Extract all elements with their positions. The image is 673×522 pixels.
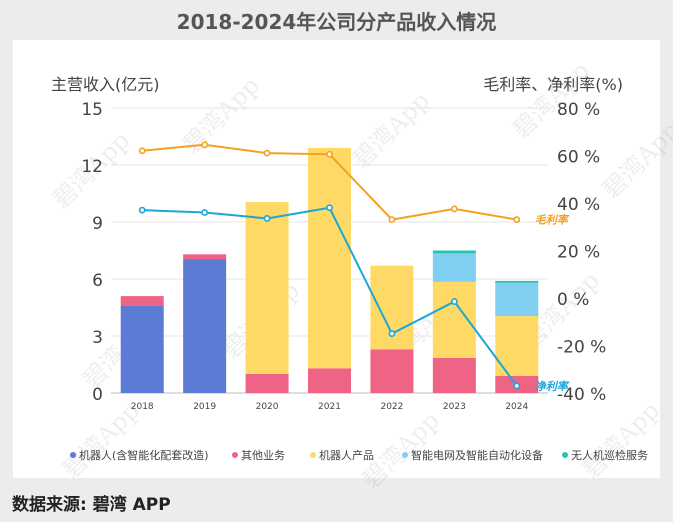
legend-marker-其他业务: [232, 452, 238, 458]
x-tick-label: 2021: [318, 402, 341, 412]
y2-tick-label: 80 %: [557, 100, 600, 120]
bar-2018-机器人(含智能化配套改造): [120, 305, 164, 393]
y2-tick-label: 20 %: [557, 243, 600, 263]
bar-2018-其他业务: [120, 296, 164, 306]
point-净利率-2023: [450, 298, 458, 305]
point-净利率-2024: [513, 382, 521, 390]
legend-label: 其他业务: [241, 449, 285, 462]
y2-tick-label: 40 %: [557, 195, 600, 215]
y2-tick-label: -20 %: [557, 338, 606, 358]
bar-2024-无人机巡检服务: [495, 280, 539, 283]
data-source: 数据来源: 碧湾 APP: [12, 495, 171, 515]
x-tick-label: 2023: [443, 402, 466, 412]
legend-marker-机器人产品: [310, 452, 316, 458]
bar-2021-机器人产品: [308, 147, 351, 369]
point-净利率-2022: [388, 330, 396, 338]
legend-marker-无人机巡检服务: [562, 452, 568, 458]
legend-label: 机器人产品: [319, 448, 374, 462]
x-tick-label: 2022: [380, 402, 403, 412]
y-axis-title: 主营收入(亿元): [51, 75, 160, 94]
x-tick-label: 2018: [131, 402, 154, 412]
point-毛利率-2018: [138, 147, 146, 155]
bar-2020-其他业务: [245, 374, 289, 393]
bar-2020-机器人产品: [245, 202, 289, 374]
bar-2023-其他业务: [432, 357, 476, 393]
point-净利率-2020: [263, 215, 271, 222]
chart-panel: 碧湾App 碧湾App 碧湾App 碧湾App 碧湾App 碧湾App 碧湾App 碧湾App…: [13, 40, 673, 494]
point-毛利率-2021: [326, 150, 333, 158]
bar-2019-机器人(含智能化配套改造): [183, 259, 227, 393]
bar-2024-智能电网及智能自动化设备: [495, 282, 539, 317]
y2-tick-label: -40 %: [557, 385, 606, 405]
y2-tick-label: 60 %: [557, 148, 600, 168]
bar-2023-无人机巡检服务: [432, 250, 476, 254]
page-title: 2018-2024年公司分产品收入情况: [176, 10, 497, 34]
legend-marker-机器人(含智能化配套改造): [70, 452, 76, 458]
point-净利率-2019: [201, 209, 209, 216]
point-毛利率-2020: [263, 149, 271, 157]
bar-2021-其他业务: [308, 368, 351, 393]
x-tick-label: 2024: [505, 402, 528, 412]
bar-2022-其他业务: [370, 349, 414, 393]
bar-2023-智能电网及智能自动化设备: [432, 253, 476, 282]
y-tick-label: 12: [81, 157, 103, 177]
point-净利率-2021: [326, 204, 333, 212]
point-毛利率-2022: [388, 216, 396, 224]
y-tick-label: 3: [92, 328, 103, 348]
line-end-label-毛利率: 毛利率: [535, 214, 570, 227]
x-tick-label: 2019: [193, 402, 216, 412]
y2-tick-label: 0 %: [557, 290, 589, 310]
point-毛利率-2019: [201, 141, 209, 149]
bar-2023-机器人产品: [432, 281, 476, 358]
x-tick-label: 2020: [256, 402, 279, 412]
bar-2019-其他业务: [183, 254, 227, 260]
y2-axis-title: 毛利率、净利率(%): [483, 75, 623, 94]
point-毛利率-2023: [450, 205, 458, 213]
legend-label: 智能电网及智能自动化设备: [411, 448, 543, 462]
line-end-label-净利率: 净利率: [535, 380, 570, 393]
y-tick-label: 15: [81, 100, 103, 120]
revenue-chart: 主营收入(亿元) 毛利率、净利率(%) 0 3 6 9 12 15 -40 % -20 % 0 % 2…: [51, 75, 648, 462]
legend-label: 无人机巡检服务: [571, 448, 648, 462]
point-净利率-2018: [138, 206, 146, 214]
legend-label: 机器人(含智能化配套改造): [79, 448, 209, 462]
y-tick-label: 9: [92, 214, 103, 234]
y-tick-label: 0: [92, 385, 103, 405]
y-tick-label: 6: [92, 271, 103, 291]
point-毛利率-2024: [513, 216, 521, 224]
legend-marker-智能电网及智能自动化设备: [402, 452, 408, 458]
